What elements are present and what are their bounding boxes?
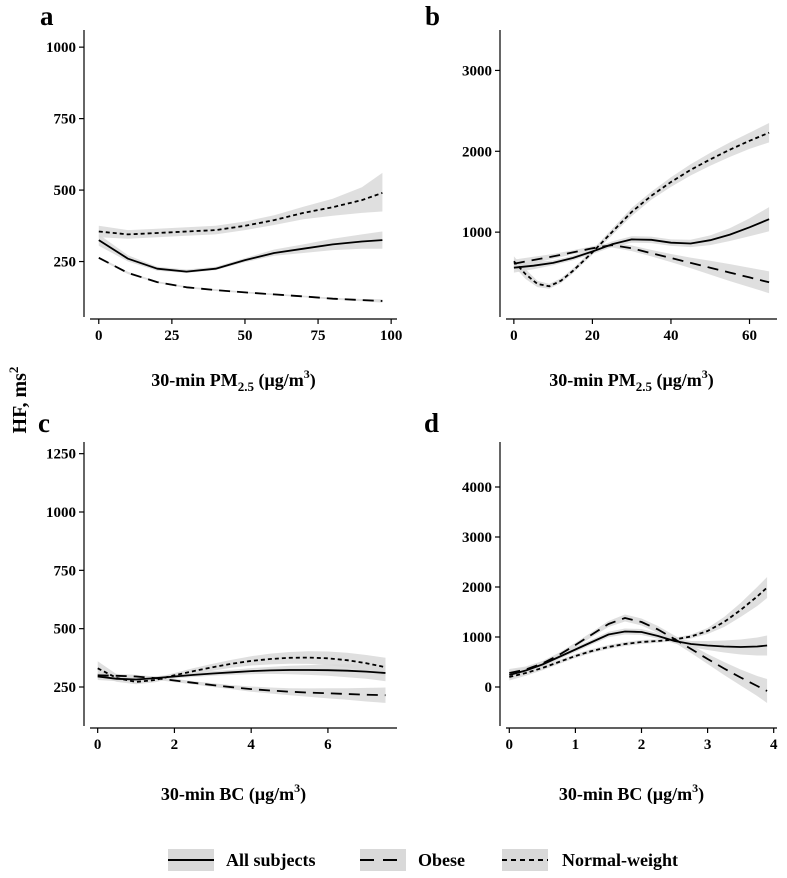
ci-band-obese-b xyxy=(513,242,770,294)
x-axis-title-a: 30-min PM2.5 (μg/m3) xyxy=(151,367,315,394)
y-tick-label-c: 1250 xyxy=(46,447,76,463)
series-line-all-subjects-c xyxy=(97,669,386,681)
series-line-obese-b xyxy=(513,244,770,284)
y-tick-label-d: 0 xyxy=(485,680,493,696)
panel-a: a 250 500 750 1000 0 25 50 75 100 30-min PM2.5 (μg… xyxy=(40,1,402,394)
y-tick-label-c: 1000 xyxy=(46,505,76,521)
x-tick-label-c: 0 xyxy=(94,737,102,753)
ci-band-all-subjects-d xyxy=(509,628,768,680)
x-axis-title-b: 30-min PM2.5 (μg/m3) xyxy=(549,367,713,394)
legend: All subjects Obese Normal-weight xyxy=(168,849,678,871)
y-tick-label-b: 1000 xyxy=(462,225,492,241)
x-tick-label-c: 2 xyxy=(171,737,179,753)
series-line-normal-weight-a xyxy=(98,192,383,236)
x-tick-label-a: 25 xyxy=(164,328,179,344)
y-tick-label-c: 750 xyxy=(54,563,77,579)
x-axis-title-c: 30-min BC (μg/m3) xyxy=(161,781,306,805)
y-tick-label-c: 500 xyxy=(54,622,77,638)
x-tick-label-a: 0 xyxy=(95,328,103,344)
series-line-obese-c xyxy=(97,674,386,697)
y-axis-title: HF, ms2 xyxy=(6,367,31,434)
y-tick-label-b: 3000 xyxy=(462,63,492,79)
y-tick-label-d: 3000 xyxy=(462,530,492,546)
x-tick-label-b: 40 xyxy=(663,328,678,344)
series-line-all-subjects-d xyxy=(509,630,768,676)
panel-letter-c: c xyxy=(38,408,50,438)
y-tick-label-d: 1000 xyxy=(462,630,492,646)
x-tick-label-b: 0 xyxy=(510,328,518,344)
series-line-all-subjects-b xyxy=(513,218,770,269)
y-tick-label-a: 750 xyxy=(54,112,77,128)
ci-band-all-subjects-a xyxy=(98,231,383,273)
panel-b: b 1000 2000 3000 0 20 40 60 30-min PM2.5 (μg/m3) xyxy=(425,1,777,394)
series-line-all-subjects-a xyxy=(98,239,383,273)
y-tick-label-d: 4000 xyxy=(462,480,492,496)
x-tick-label-c: 6 xyxy=(324,737,332,753)
ci-band-obese-d xyxy=(509,614,768,703)
ci-band-normal-weight-b xyxy=(513,123,770,289)
x-tick-label-d: 4 xyxy=(770,737,778,753)
panel-letter-b: b xyxy=(425,1,440,31)
ci-band-normal-weight-c xyxy=(97,651,386,685)
ci-band-normal-weight-a xyxy=(98,172,383,239)
x-tick-label-a: 50 xyxy=(237,328,252,344)
x-tick-label-a: 100 xyxy=(380,328,403,344)
panel-d: d 0 1000 2000 3000 4000 0 1 2 3 4 30-min BC (μg/m3) xyxy=(424,408,778,805)
x-tick-label-c: 4 xyxy=(247,737,255,753)
x-tick-label-d: 2 xyxy=(638,737,646,753)
y-tick-label-b: 2000 xyxy=(462,144,492,160)
legend-label-obese: Obese xyxy=(418,850,465,870)
y-tick-label-a: 250 xyxy=(54,255,77,271)
x-tick-label-b: 60 xyxy=(742,328,757,344)
ci-band-normal-weight-d xyxy=(509,577,768,681)
series-line-normal-weight-c xyxy=(97,656,386,683)
x-axis-title-d: 30-min BC (μg/m3) xyxy=(559,781,704,805)
legend-item-obese: Obese xyxy=(360,849,465,871)
y-tick-label-c: 250 xyxy=(54,680,77,696)
legend-label-all-subjects: All subjects xyxy=(226,850,316,870)
panel-letter-a: a xyxy=(40,1,54,31)
x-tick-label-d: 1 xyxy=(572,737,580,753)
legend-item-all-subjects: All subjects xyxy=(168,849,316,871)
series-line-obese-a xyxy=(98,257,383,302)
y-tick-label-d: 2000 xyxy=(462,580,492,596)
panel-letter-d: d xyxy=(424,408,439,438)
panel-c: c 250 500 750 1000 1250 0 2 4 6 30-min BC (μg/m3) xyxy=(38,408,397,805)
y-tick-label-a: 500 xyxy=(54,183,77,199)
y-tick-label-a: 1000 xyxy=(46,40,76,56)
x-tick-label-d: 0 xyxy=(506,737,514,753)
x-tick-label-b: 20 xyxy=(585,328,600,344)
legend-label-normal-weight: Normal-weight xyxy=(562,850,678,870)
series-line-normal-weight-b xyxy=(513,131,770,288)
x-tick-label-d: 3 xyxy=(704,737,712,753)
legend-item-normal-weight: Normal-weight xyxy=(502,849,678,871)
x-tick-label-a: 75 xyxy=(311,328,326,344)
series-line-obese-d xyxy=(509,617,768,692)
